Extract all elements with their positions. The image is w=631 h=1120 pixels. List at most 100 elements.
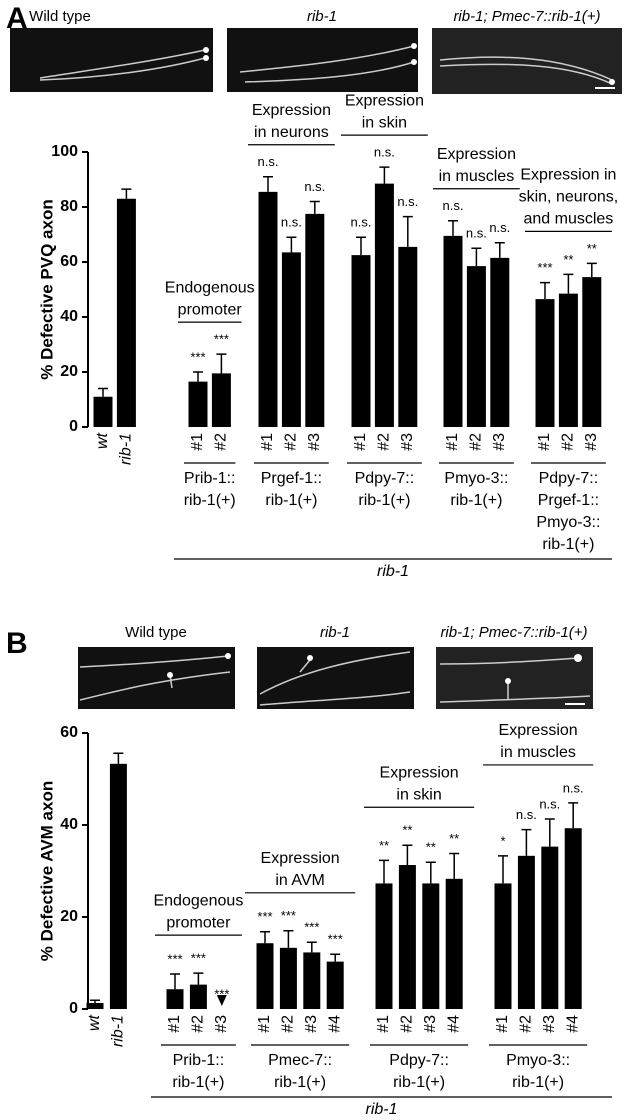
group-label: Pmyo-3:: [444,470,508,487]
significance-label: n.s. [281,215,302,230]
error-bar [448,220,458,236]
x-tick-label: #1 [352,433,369,451]
image-caption: rib-1; Pmec-7::rib-1(+) [453,8,600,25]
significance-label: *** [304,920,319,935]
y-tick-label: 0 [69,1000,78,1017]
significance-label: n.s. [539,796,560,811]
panel-label: B [6,627,28,660]
bar [188,381,208,427]
bar [422,883,440,1009]
group-header: Expression [261,850,340,867]
x-tick-label: #1 [189,433,206,451]
x-tick-label: #1 [494,1015,511,1033]
bar [494,883,512,1009]
bar [564,828,582,1009]
error-bar [309,200,320,214]
image-caption: rib-1; Pmec-7::rib-1(+) [440,624,587,641]
group-label: rib-1(+) [393,1074,445,1091]
image-caption: rib-1 [320,624,350,641]
bar [443,235,463,427]
y-tick-label: 100 [51,143,78,160]
x-tick-label: #2 [468,433,485,451]
x-tick-label: #1 [444,433,461,451]
significance-label: *** [214,332,229,347]
error-bar [193,371,203,382]
error-bar [586,262,597,278]
significance-label: n.s. [489,220,510,235]
bar [374,183,394,427]
error-bar [216,353,227,374]
x-tick-label: #3 [583,433,600,451]
x-tick-label: #3 [306,433,323,451]
significance-label: *** [167,951,182,966]
significance-label: n.s. [516,807,537,822]
group-header: Expression in [520,167,616,184]
error-bar [498,855,508,884]
x-tick-label: #2 [283,433,300,451]
bar [326,961,344,1009]
group-header: Endogenous [153,892,243,909]
bar [211,373,231,427]
error-bar [356,236,366,256]
group-header: in skin [396,786,441,803]
x-tick-label: #3 [491,433,508,451]
x-tick-label: #1 [375,1015,392,1033]
significance-label: *** [328,932,343,947]
image-caption: rib-1 [307,8,337,25]
group-header: Expression [345,92,424,109]
significance-label: * [500,833,505,848]
group-label: Pmyo-3:: [506,1052,570,1069]
group-label: rib-1(+) [512,1074,564,1091]
bar [166,989,184,1009]
error-bar [379,859,389,884]
significance-label: *** [281,908,296,923]
significance-label: *** [257,909,272,924]
group-label: Prgef-1:: [261,470,322,487]
y-tick-label: 80 [60,198,78,215]
bar [305,213,325,427]
bracket-label: rib-1 [377,563,409,580]
bar [445,878,463,1009]
group-label: Prib-1:: [184,470,236,487]
error-bar [563,273,574,294]
significance-label: n.s. [397,194,418,209]
error-bar [379,166,390,184]
significance-label: n.s. [443,198,464,213]
significance-label: ** [426,840,436,855]
bar [109,763,127,1009]
group-label: Pdpy-7:: [355,470,415,487]
error-bar [306,941,317,953]
error-bar [98,387,108,397]
error-bar [121,188,132,199]
y-tick-label: 60 [60,724,78,741]
y-tick-label: 20 [60,908,78,925]
error-bar [260,930,270,944]
bar [517,855,535,1009]
group-header: promoter [178,301,243,318]
panel-label: A [6,2,28,35]
group-label: rib-1(+) [172,1074,224,1091]
bar [116,198,136,427]
error-bar [521,828,532,856]
bar [86,1003,104,1009]
group-header: promoter [166,914,231,931]
significance-label: ** [402,823,412,838]
bar [541,846,559,1009]
x-tick-label: #3 [399,433,416,451]
bar [281,252,301,427]
micrographs [10,28,622,709]
x-tick-label: rib-1 [110,1015,127,1047]
group-label: rib-1(+) [265,492,317,509]
image-caption: Wild type [125,624,187,641]
group-header: Expression [380,764,459,781]
bar [466,266,486,427]
group-label: rib-1(+) [450,492,502,509]
error-bar [170,973,180,990]
group-header: in neurons [254,124,329,141]
group-header: Expression [252,102,331,119]
x-tick-label: #1 [166,1015,183,1033]
group-label: Prgef-1:: [538,492,599,509]
x-tick-label: #4 [564,1015,581,1033]
error-bar [568,802,579,829]
group-label: Prib-1:: [173,1052,225,1069]
